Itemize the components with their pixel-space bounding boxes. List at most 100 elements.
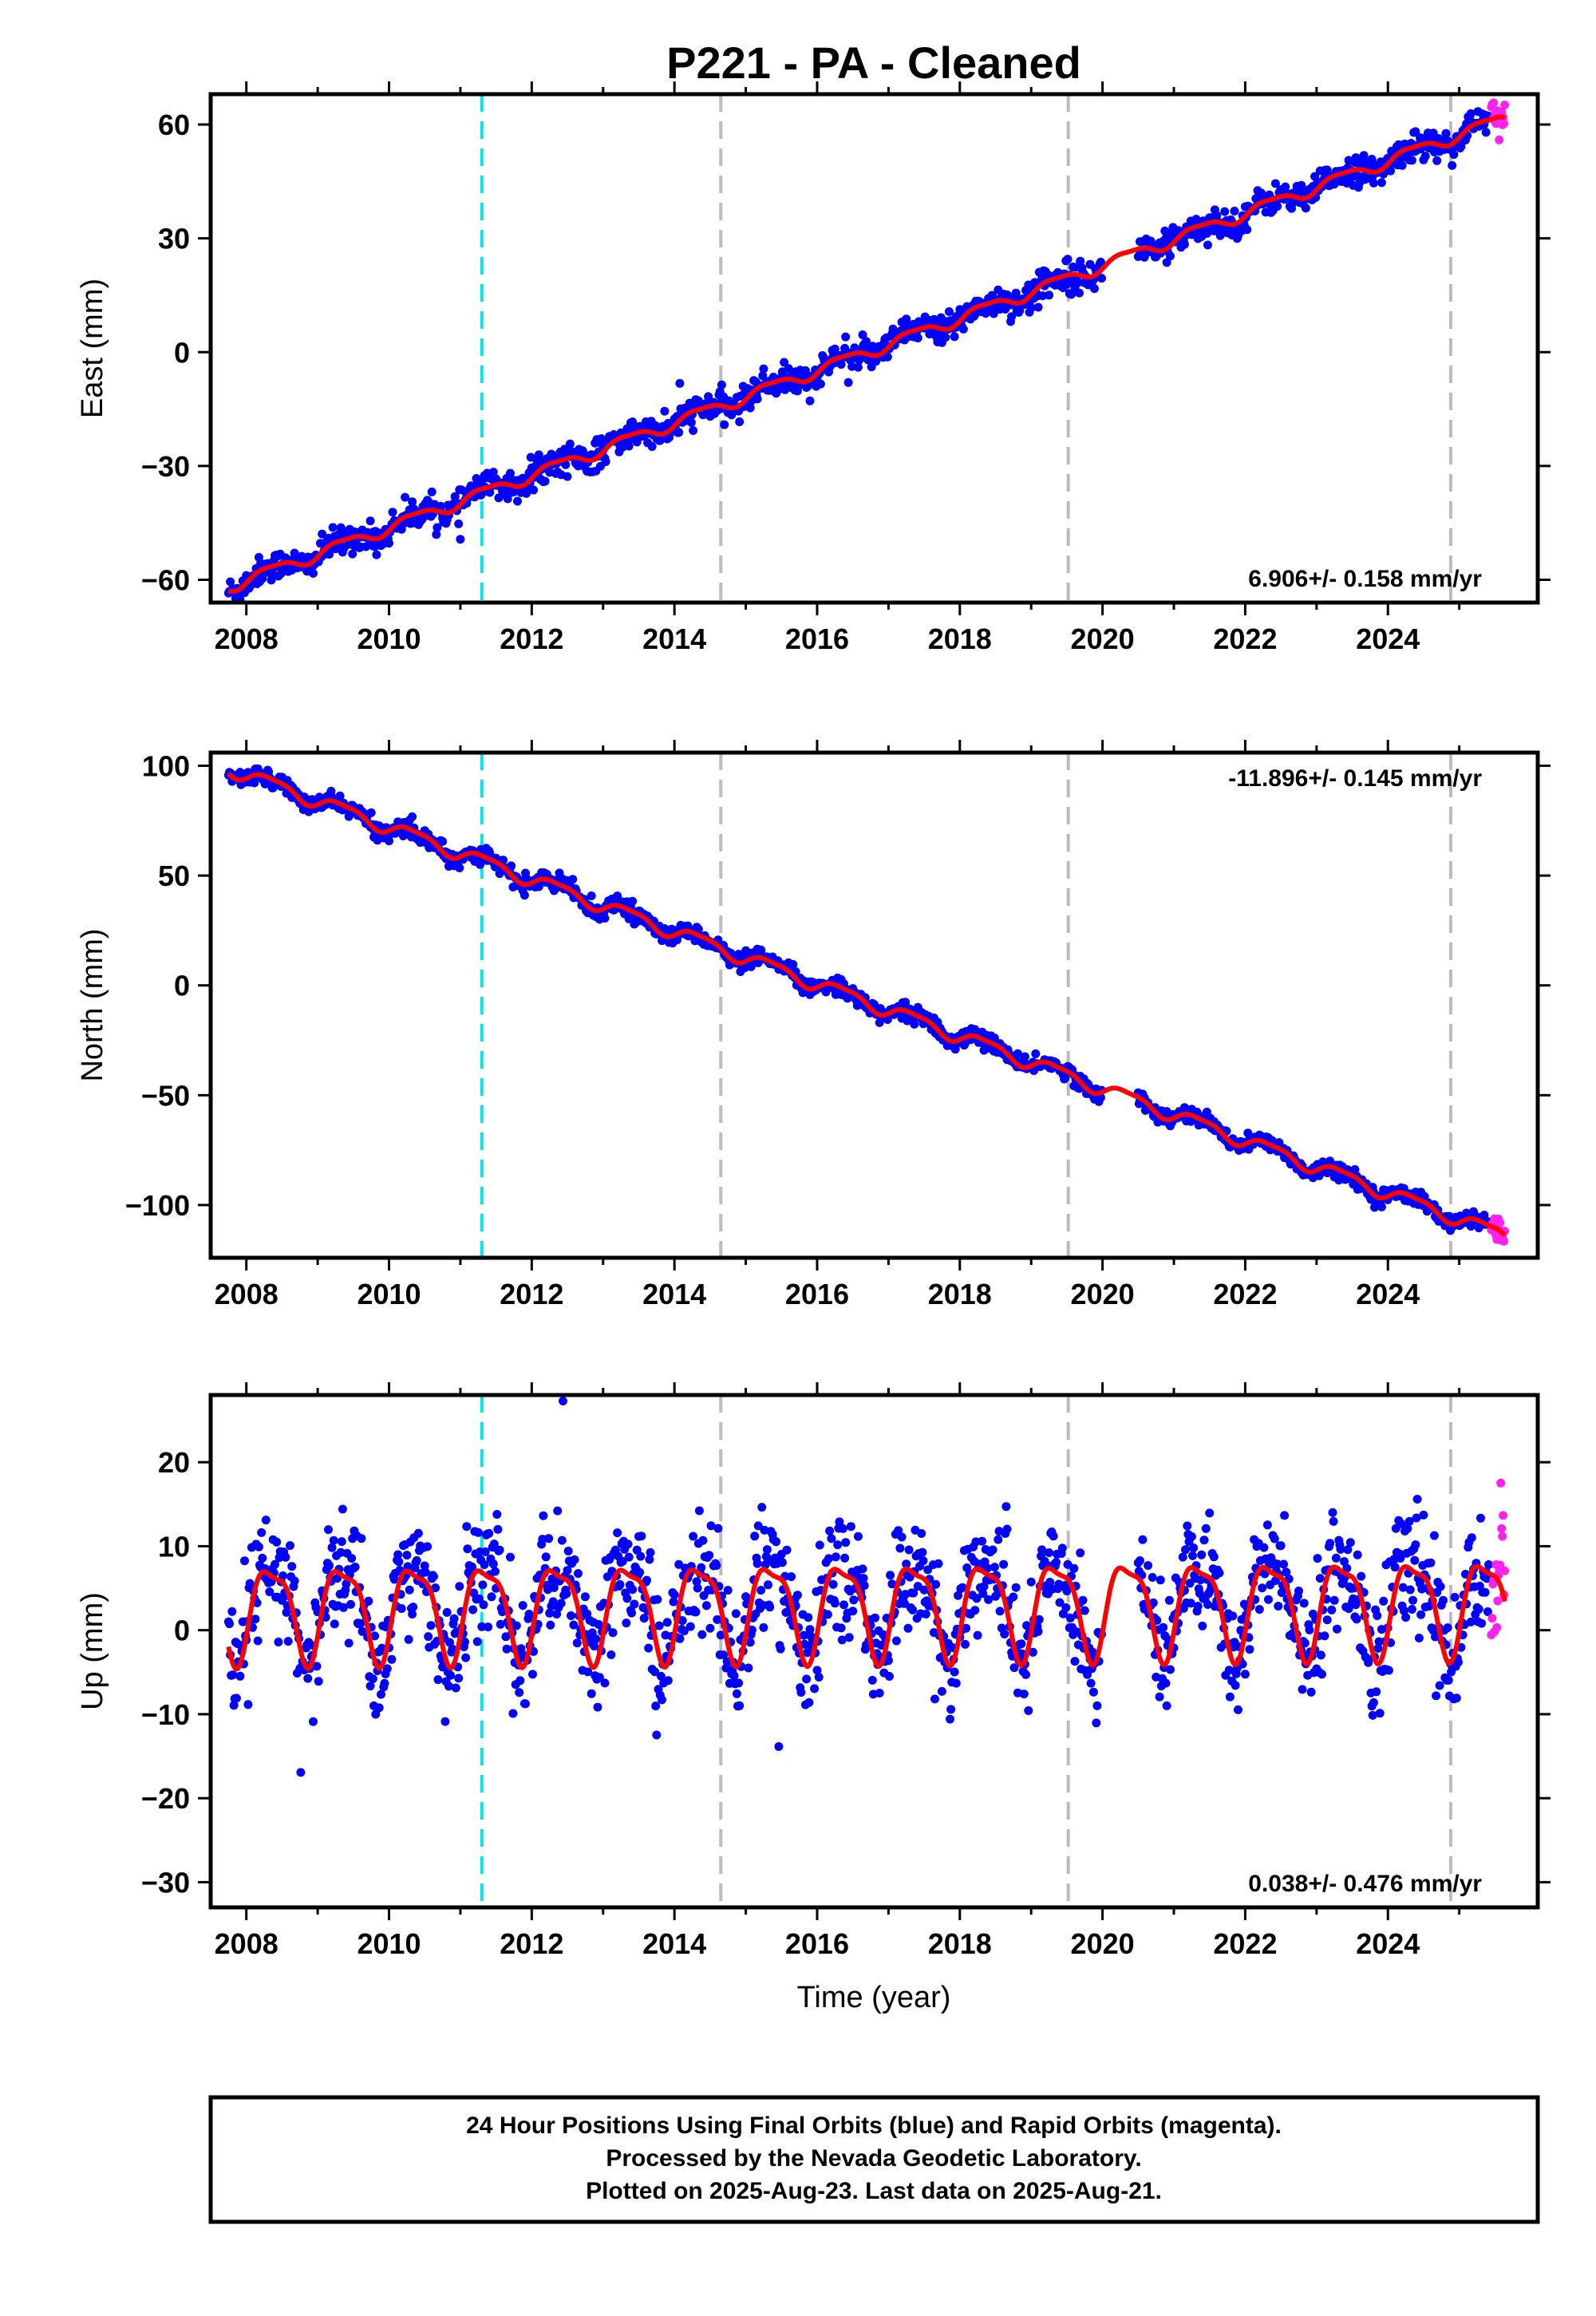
final-orbit-point bbox=[984, 1595, 994, 1604]
final-orbit-point bbox=[272, 1537, 282, 1547]
final-orbit-point bbox=[548, 1597, 558, 1607]
final-orbit-point bbox=[524, 1610, 534, 1618]
final-orbit-point bbox=[1031, 1049, 1041, 1058]
final-orbit-point bbox=[287, 1562, 297, 1571]
final-orbit-point bbox=[937, 1686, 946, 1696]
final-orbit-point bbox=[337, 1537, 346, 1547]
final-orbit-point bbox=[1186, 1599, 1195, 1608]
final-orbit-point bbox=[1411, 1540, 1420, 1550]
final-orbit-point bbox=[930, 1694, 939, 1704]
x-tick-label: 2012 bbox=[500, 1927, 563, 1960]
final-orbit-point bbox=[758, 371, 768, 381]
final-orbit-point bbox=[1045, 290, 1054, 300]
final-orbit-point bbox=[886, 1571, 895, 1580]
x-tick-label: 2020 bbox=[1071, 622, 1135, 655]
final-orbit-point bbox=[1273, 202, 1282, 211]
final-orbit-point bbox=[1407, 156, 1416, 165]
final-orbit-point bbox=[522, 488, 531, 498]
final-orbit-point bbox=[1065, 1613, 1075, 1622]
final-orbit-point bbox=[518, 1601, 527, 1611]
final-orbit-point bbox=[954, 1591, 963, 1600]
x-tick-label: 2022 bbox=[1213, 1278, 1277, 1310]
final-orbit-point bbox=[757, 1503, 767, 1512]
final-orbit-point bbox=[473, 1528, 483, 1537]
final-orbit-point bbox=[559, 1397, 567, 1405]
final-orbit-point bbox=[1327, 1605, 1337, 1614]
final-orbit-point bbox=[1270, 1534, 1279, 1543]
final-orbit-point bbox=[1353, 1550, 1362, 1559]
final-orbit-point bbox=[858, 330, 867, 339]
final-orbit-point bbox=[827, 1534, 836, 1543]
final-orbit-point bbox=[1379, 1596, 1389, 1606]
final-orbit-point bbox=[701, 1601, 711, 1611]
final-orbit-point bbox=[480, 1560, 489, 1569]
final-orbit-point bbox=[541, 1552, 551, 1562]
x-tick-label: 2010 bbox=[357, 1927, 421, 1960]
final-orbit-point bbox=[516, 1676, 525, 1686]
final-orbit-point bbox=[859, 1574, 868, 1583]
final-orbit-point bbox=[679, 1626, 689, 1636]
velocity-label: -11.896+/- 0.145 mm/yr bbox=[1228, 765, 1482, 792]
final-orbit-point bbox=[1477, 1618, 1487, 1628]
final-orbit-point bbox=[257, 1528, 267, 1537]
final-orbit-point bbox=[1411, 127, 1420, 136]
final-orbit-point bbox=[1270, 179, 1280, 188]
final-orbit-point bbox=[931, 1579, 941, 1589]
final-orbit-point bbox=[805, 396, 815, 405]
final-orbit-point bbox=[694, 1506, 704, 1516]
final-orbit-point bbox=[647, 442, 657, 451]
final-orbit-point bbox=[281, 553, 290, 563]
final-orbit-point bbox=[628, 896, 638, 906]
final-orbit-point bbox=[1033, 302, 1043, 312]
final-orbit-point bbox=[837, 1635, 847, 1645]
final-orbit-point bbox=[691, 1607, 701, 1617]
final-orbit-point bbox=[271, 1559, 279, 1569]
final-orbit-point bbox=[1076, 1548, 1085, 1558]
final-orbit-point bbox=[895, 1543, 905, 1553]
final-orbit-point bbox=[1205, 1508, 1215, 1518]
final-orbit-point bbox=[654, 1621, 664, 1630]
final-orbit-point bbox=[544, 1534, 554, 1543]
y-tick-label: 20 bbox=[158, 1446, 190, 1479]
final-orbit-point bbox=[1225, 1692, 1235, 1701]
plot-frame bbox=[208, 1393, 1540, 1910]
final-orbit-point bbox=[506, 468, 515, 478]
final-orbit-point bbox=[1002, 1524, 1012, 1534]
final-orbit-point bbox=[1443, 1623, 1452, 1633]
final-orbit-point bbox=[513, 496, 522, 506]
final-orbit-point bbox=[871, 357, 881, 366]
final-orbit-point bbox=[815, 1540, 824, 1550]
velocity-label: 6.906+/- 0.158 mm/yr bbox=[1248, 566, 1482, 592]
rapid-orbit-point bbox=[1499, 119, 1509, 128]
final-orbit-point bbox=[903, 1623, 913, 1633]
final-orbit-point bbox=[622, 1618, 631, 1628]
final-orbit-point bbox=[810, 1684, 820, 1694]
final-orbit-point bbox=[719, 1650, 729, 1660]
final-orbit-point bbox=[978, 1589, 988, 1599]
final-orbit-point bbox=[830, 1599, 839, 1608]
final-orbit-point bbox=[1209, 1552, 1219, 1562]
final-orbit-point bbox=[1298, 1685, 1307, 1694]
final-orbit-point bbox=[283, 1637, 293, 1646]
final-orbit-point bbox=[433, 1675, 443, 1685]
final-orbit-point bbox=[841, 332, 851, 342]
final-orbit-point bbox=[597, 434, 606, 444]
final-orbit-point bbox=[1197, 1550, 1207, 1559]
final-orbit-point bbox=[364, 1596, 373, 1606]
final-orbit-point bbox=[1138, 1535, 1148, 1544]
final-orbit-point bbox=[792, 1591, 802, 1600]
final-orbit-point bbox=[660, 406, 670, 416]
final-orbit-point bbox=[683, 921, 693, 931]
y-tick-label: 0 bbox=[174, 336, 190, 369]
final-orbit-point bbox=[502, 1644, 512, 1654]
final-orbit-point bbox=[385, 539, 393, 548]
final-orbit-point bbox=[919, 1585, 929, 1595]
final-orbit-point bbox=[328, 523, 338, 532]
rapid-orbit-points bbox=[1487, 1478, 1510, 1639]
final-orbit-point bbox=[871, 1613, 880, 1622]
final-orbit-point bbox=[706, 1521, 716, 1531]
final-orbit-point bbox=[587, 1689, 596, 1698]
final-orbit-point bbox=[828, 1579, 838, 1589]
final-orbit-point bbox=[1220, 207, 1230, 216]
